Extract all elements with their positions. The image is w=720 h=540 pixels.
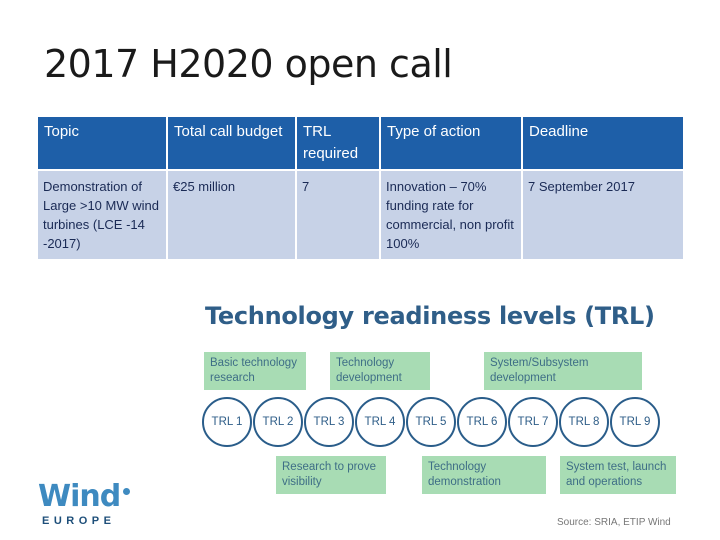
header-deadline: Deadline: [522, 117, 683, 170]
label-system-development: System/Subsystem development: [484, 352, 642, 390]
table-row: Demonstration of Large >10 MW wind turbi…: [38, 169, 683, 259]
trl-4-circle: TRL 4: [355, 397, 405, 447]
cell-action: Innovation – 70% funding rate for commer…: [380, 169, 523, 259]
logo-europe-text: EUROPE: [42, 515, 116, 527]
table-header-row: Topic Total call budget TRL required Typ…: [38, 117, 683, 170]
label-system-test: System test, launch and operations: [560, 456, 676, 494]
label-research-visibility: Research to prove visibility: [276, 456, 386, 494]
windeurope-logo: Wind EUROPE: [38, 479, 130, 527]
trl-5-circle: TRL 5: [406, 397, 456, 447]
header-topic: Topic: [38, 117, 168, 170]
trl-7-circle: TRL 7: [508, 397, 558, 447]
label-tech-development: Technology development: [330, 352, 430, 390]
call-table: Topic Total call budget TRL required Typ…: [38, 117, 683, 259]
label-tech-demonstration: Technology demonstration: [422, 456, 546, 494]
trl-3-circle: TRL 3: [304, 397, 354, 447]
source-note: Source: SRIA, ETIP Wind: [557, 517, 671, 528]
trl-9-circle: TRL 9: [610, 397, 660, 447]
header-budget: Total call budget: [167, 117, 297, 170]
header-trl: TRL required: [296, 117, 381, 170]
header-action: Type of action: [380, 117, 523, 170]
slide-title: 2017 H2020 open call: [44, 42, 453, 86]
logo-dot-icon: [123, 488, 130, 495]
cell-trl: 7: [296, 169, 381, 259]
trl-6-circle: TRL 6: [457, 397, 507, 447]
label-basic-research: Basic technology research: [204, 352, 306, 390]
trl-levels: TRL 1 TRL 2 TRL 3 TRL 4 TRL 5 TRL 6 TRL …: [202, 397, 672, 447]
logo-wind-text: Wind: [38, 479, 121, 514]
cell-deadline: 7 September 2017: [522, 169, 683, 259]
trl-figure-title: Technology readiness levels (TRL): [205, 302, 655, 330]
cell-topic: Demonstration of Large >10 MW wind turbi…: [38, 169, 168, 259]
trl-1-circle: TRL 1: [202, 397, 252, 447]
cell-budget: €25 million: [167, 169, 297, 259]
trl-2-circle: TRL 2: [253, 397, 303, 447]
trl-8-circle: TRL 8: [559, 397, 609, 447]
